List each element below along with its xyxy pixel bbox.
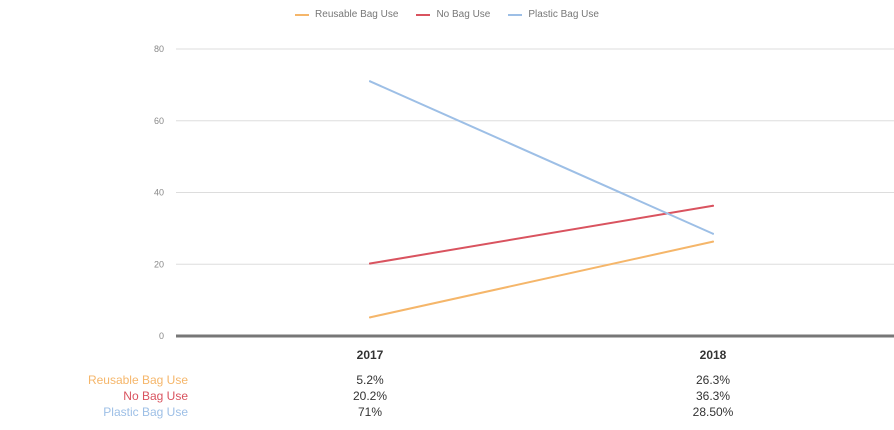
y-tick-label-60: 60 [154,116,164,126]
y-tick-label-40: 40 [154,188,164,198]
legend-label-no-bag: No Bag Use [436,9,491,20]
series-point-1-0 [369,262,371,265]
series-line-1 [369,204,714,265]
legend-label-reusable: Reusable Bag Use [315,9,399,20]
legend: Reusable Bag Use No Bag Use Plastic Bag … [0,9,894,20]
series-point-2-0 [369,80,371,83]
series-point-0-1 [712,240,714,243]
legend-item-no-bag: No Bag Use [416,9,490,20]
table-header-2017: 2017 [356,348,384,362]
line-chart: 0 20 40 60 80 [154,44,894,340]
legend-swatch-reusable [295,13,310,16]
table-header-2018: 2018 [699,348,727,362]
series-line-2 [369,80,714,235]
table-row-label-plastic: Plastic Bag Use [103,405,188,419]
series-layer [369,80,714,319]
table-row-label-reusable: Reusable Bag Use [87,373,188,387]
table-cell-no-bag-2017: 20.2% [352,389,388,403]
table-cell-reusable-2017: 5.2% [356,373,384,387]
legend-item-reusable: Reusable Bag Use [295,9,398,20]
table-cell-reusable-2018: 26.3% [695,373,731,387]
table-cell-no-bag-2018: 36.3% [695,389,731,403]
legend-swatch-plastic [508,13,523,16]
grid-layer: 0 20 40 60 80 [154,44,894,340]
table-cell-plastic-2018: 28.50% [692,405,734,419]
series-point-1-1 [712,204,714,207]
y-tick-label-20: 20 [154,259,164,269]
table-cell-plastic-2017: 71% [357,405,383,419]
series-point-2-1 [712,232,714,235]
legend-item-plastic: Plastic Bag Use [508,9,599,20]
series-point-0-0 [369,316,371,319]
y-tick-label-0: 0 [159,331,164,340]
series-line-0 [369,240,714,319]
table-row-label-no-bag: No Bag Use [123,389,188,403]
data-table: 2017 2018 Reusable Bag Use 5.2% 26.3% No… [0,340,894,430]
legend-swatch-no-bag [416,13,431,16]
legend-label-plastic: Plastic Bag Use [528,9,599,20]
y-tick-label-80: 80 [154,44,164,54]
